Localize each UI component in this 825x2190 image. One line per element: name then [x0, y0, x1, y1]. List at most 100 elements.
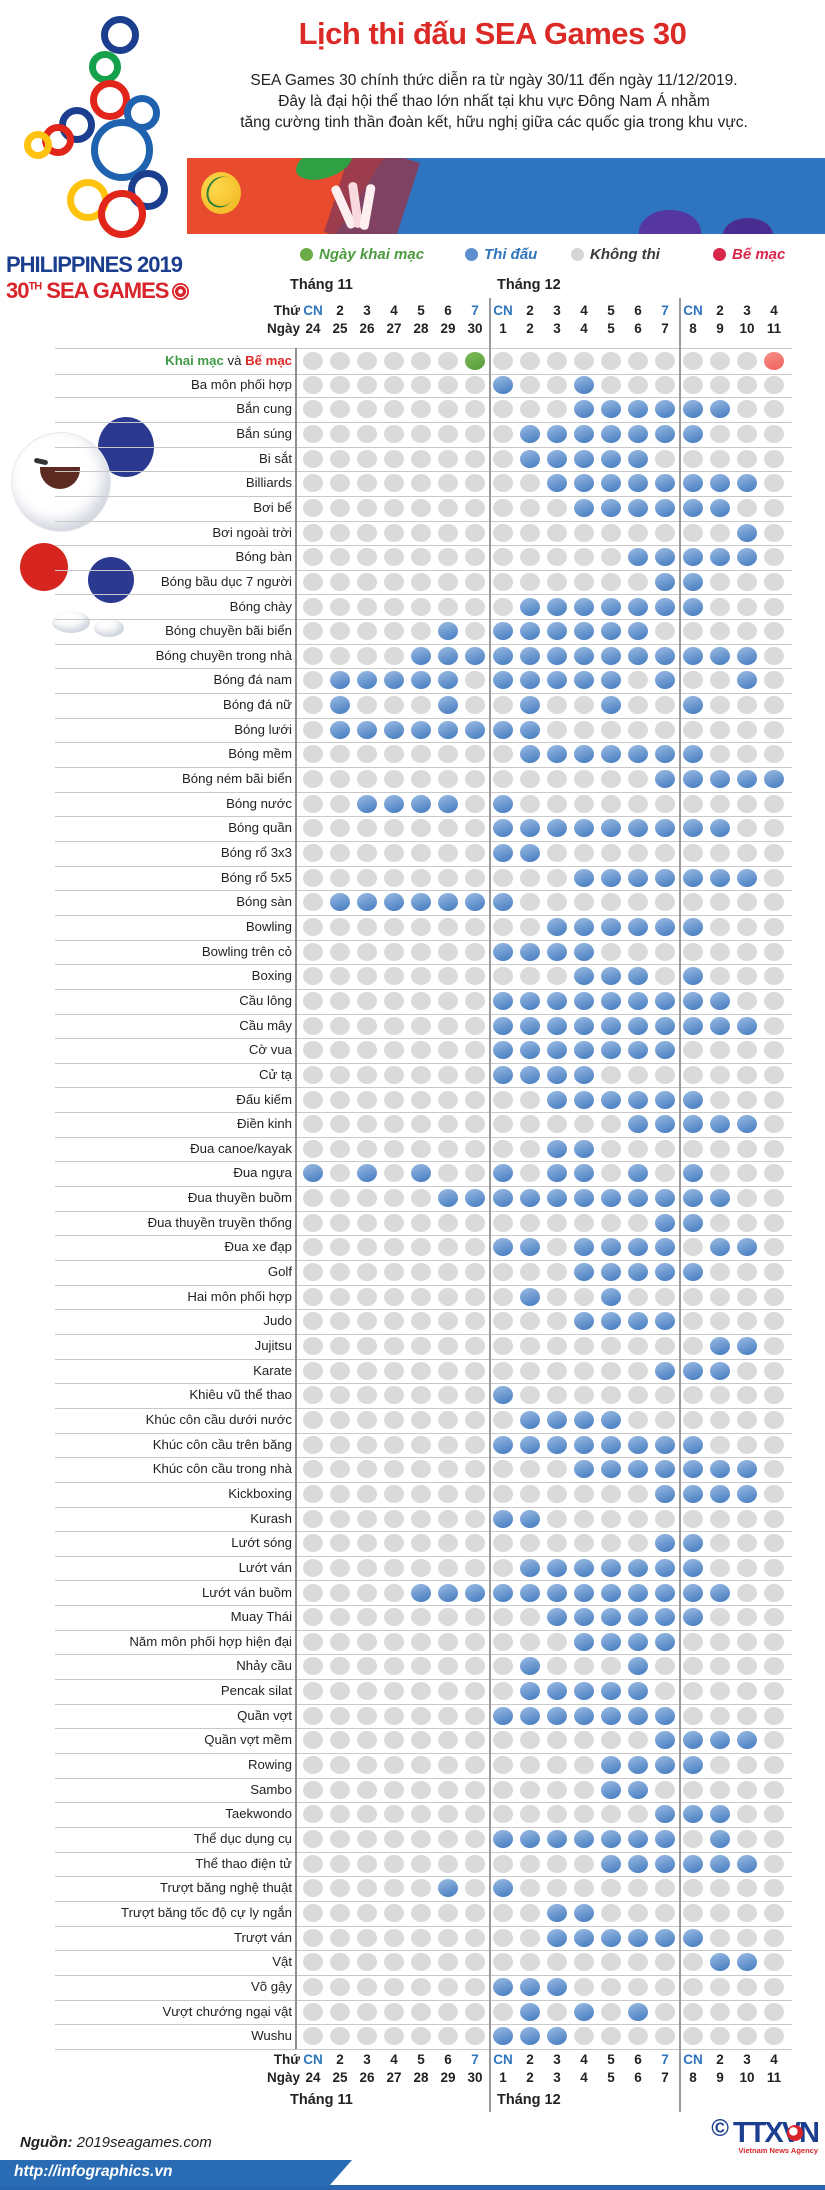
day-dot — [683, 1780, 703, 1799]
day-dot — [384, 1090, 404, 1109]
day-dot — [411, 1854, 431, 1873]
day-dot — [357, 1361, 377, 1380]
day-dot — [438, 1682, 458, 1701]
day-dot — [520, 1312, 540, 1331]
table-row: Cử tạ — [55, 1063, 792, 1089]
day-dot — [628, 548, 648, 567]
day-dot — [465, 548, 485, 567]
day-dot — [411, 1830, 431, 1848]
date-label: 9 — [716, 321, 724, 336]
day-dot — [330, 1879, 350, 1898]
day-dot — [710, 1484, 730, 1503]
day-dot — [547, 1115, 567, 1134]
day-dot — [411, 1312, 431, 1331]
weekday-label: 3 — [743, 2052, 751, 2067]
day-dot — [384, 1977, 404, 1996]
day-dot — [601, 1682, 621, 1701]
day-dot — [438, 1509, 458, 1528]
day-dot — [628, 1041, 648, 1060]
day-dot — [547, 1238, 567, 1257]
day-dot — [357, 646, 377, 665]
day-dot — [303, 2002, 323, 2021]
day-dot — [330, 770, 350, 789]
day-dot — [574, 720, 594, 739]
day-dot — [303, 1780, 323, 1799]
day-dot — [303, 622, 323, 641]
day-dot — [764, 1830, 784, 1848]
day-dot — [384, 498, 404, 517]
table-row: Kurash — [55, 1507, 792, 1533]
day-dot — [547, 1213, 567, 1232]
day-dot — [547, 352, 567, 370]
day-dot — [438, 868, 458, 887]
day-dot — [547, 770, 567, 789]
date-label: 26 — [359, 321, 375, 336]
calendar-label: Thứ — [273, 303, 300, 318]
day-dot — [520, 720, 540, 739]
table-row: Lướt ván — [55, 1556, 792, 1582]
date-label: 3 — [553, 321, 561, 336]
day-dot — [465, 2027, 485, 2046]
day-dot — [357, 917, 377, 936]
day-dot — [384, 844, 404, 862]
day-dot — [493, 942, 513, 961]
table-row: Kickboxing — [55, 1482, 792, 1508]
day-dot — [737, 548, 757, 567]
day-dot — [330, 548, 350, 567]
day-dot — [628, 375, 648, 394]
day-dot — [438, 1780, 458, 1799]
day-dot — [737, 720, 757, 739]
date-label: 6 — [634, 2070, 642, 2085]
day-dot — [628, 696, 648, 715]
day-dot — [438, 424, 458, 443]
day-dot — [411, 1780, 431, 1799]
day-dot — [493, 400, 513, 419]
day-dot — [357, 1953, 377, 1972]
day-dot — [357, 1263, 377, 1282]
day-dot — [764, 1287, 784, 1306]
sport-label: Bóng nước — [226, 795, 292, 811]
sport-label: Khai mạc và Bế mạc — [165, 353, 292, 368]
day-dot — [655, 375, 675, 394]
day-dot — [303, 1041, 323, 1060]
day-dot — [547, 1977, 567, 1996]
table-row: Bóng quần — [55, 816, 792, 842]
day-dot — [330, 745, 350, 764]
day-dot — [547, 1756, 567, 1775]
day-dot — [411, 1756, 431, 1775]
sport-label: Kickboxing — [228, 1485, 292, 1501]
day-dot — [384, 1287, 404, 1306]
day-dot — [655, 2002, 675, 2021]
day-dot — [683, 1534, 703, 1553]
day-dot — [683, 720, 703, 739]
day-dot — [655, 1337, 675, 1355]
day-dot — [411, 375, 431, 394]
day-dot — [737, 352, 757, 370]
day-dot — [465, 1386, 485, 1405]
day-dot — [384, 696, 404, 715]
sport-label: Rowing — [248, 1757, 292, 1773]
day-dot — [303, 1139, 323, 1158]
day-dot — [357, 1830, 377, 1848]
day-dot — [655, 1657, 675, 1676]
day-dot — [683, 1090, 703, 1109]
legend-label: Ngày khai mạc — [319, 246, 425, 263]
day-dot — [493, 548, 513, 567]
day-dot — [411, 1115, 431, 1134]
day-dot — [357, 1238, 377, 1257]
day-dot — [438, 1558, 458, 1577]
infographics-url[interactable]: http://infographics.vn — [14, 2163, 173, 2180]
day-dot — [547, 1065, 567, 1084]
day-dot — [547, 1016, 567, 1035]
sport-label: Đua canoe/kayak — [190, 1140, 292, 1156]
weekday-label: 7 — [471, 303, 479, 318]
day-dot — [547, 745, 567, 764]
day-dot — [438, 770, 458, 789]
day-dot — [303, 1830, 323, 1848]
day-dot — [683, 1903, 703, 1922]
day-dot — [683, 1041, 703, 1060]
day-dot — [357, 1435, 377, 1454]
day-dot — [411, 1583, 431, 1602]
day-dot — [438, 1410, 458, 1429]
day-dot — [438, 893, 458, 912]
